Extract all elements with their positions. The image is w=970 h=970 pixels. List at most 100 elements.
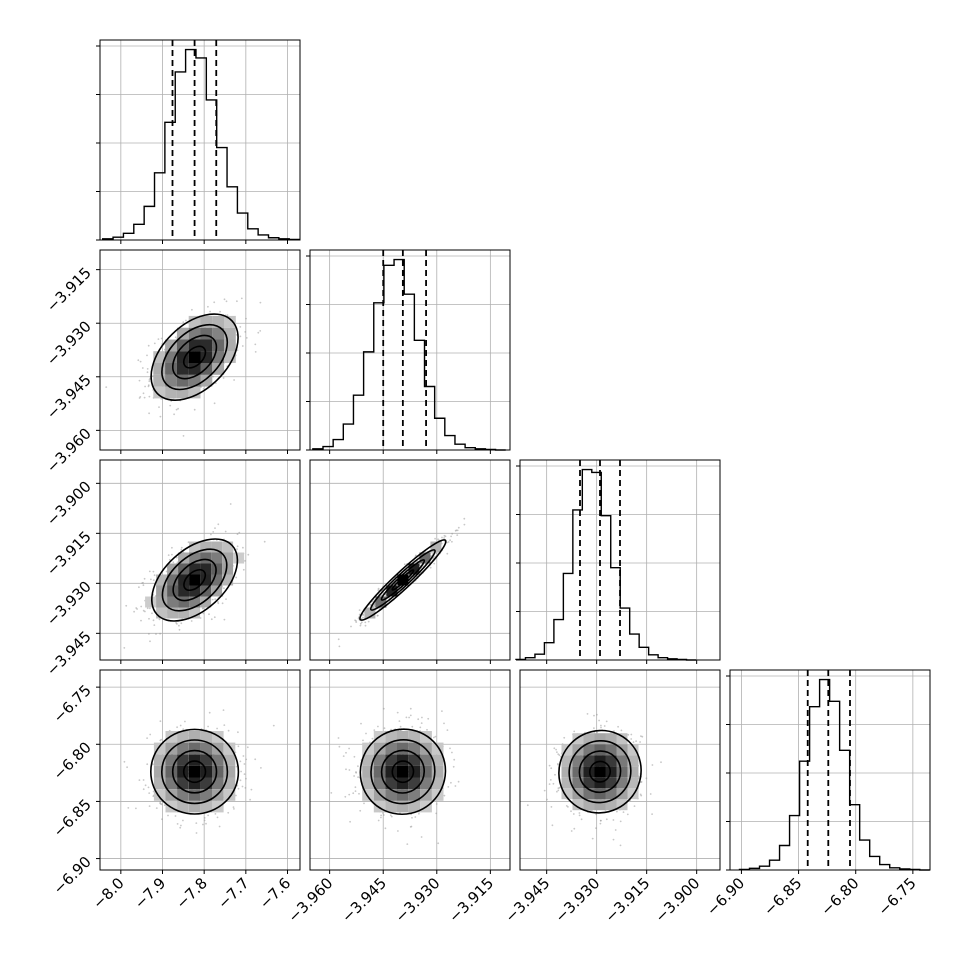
sample-point	[556, 751, 558, 753]
sample-point	[551, 824, 554, 827]
density-block	[212, 363, 225, 375]
sample-point	[360, 621, 363, 624]
sample-point	[213, 402, 216, 405]
sample-point	[578, 814, 581, 817]
y-tick-label: −3.945	[43, 627, 95, 679]
sample-point	[330, 792, 333, 794]
sample-point	[349, 820, 351, 823]
sample-point	[435, 812, 438, 815]
density-block	[167, 596, 179, 608]
sample-point	[158, 618, 161, 621]
sample-point	[377, 587, 380, 590]
density-block	[178, 574, 190, 586]
sample-point	[348, 769, 351, 771]
sample-point	[433, 562, 436, 565]
scatter-panel-1-0: −3.960−3.945−3.930−3.915	[43, 249, 301, 476]
density-block	[211, 585, 223, 597]
sample-point	[203, 819, 206, 822]
sample-point	[360, 722, 362, 725]
sample-point	[259, 301, 262, 304]
density-block	[176, 327, 189, 340]
sample-point	[549, 779, 552, 781]
y-tick-label: −6.85	[50, 796, 95, 841]
sample-point	[241, 345, 244, 347]
density-block	[167, 563, 179, 575]
sample-point	[626, 813, 629, 816]
density-block	[222, 552, 234, 564]
histogram-panel-2	[515, 459, 721, 664]
x-tick-label: −3.930	[392, 874, 444, 926]
contour-level	[150, 538, 239, 622]
density-block	[200, 339, 213, 352]
density-block	[188, 339, 201, 352]
sample-point	[123, 760, 126, 763]
sample-point	[207, 305, 209, 308]
sample-point	[212, 375, 215, 378]
sample-point	[144, 385, 147, 388]
sample-point	[365, 732, 367, 735]
sample-point	[151, 612, 153, 615]
sample-point	[599, 819, 602, 822]
sample-point	[359, 622, 362, 625]
x-tick-label: −8.0	[89, 874, 127, 912]
density-block	[200, 574, 212, 586]
sample-point	[179, 724, 182, 727]
sample-point	[651, 813, 653, 815]
sample-point	[238, 531, 241, 534]
sample-point	[185, 319, 187, 322]
contour-level	[380, 559, 426, 601]
density-block	[165, 339, 177, 352]
histogram-step-3	[738, 678, 930, 871]
x-tick-label: −7.9	[131, 874, 169, 912]
sample-point	[433, 736, 435, 739]
contour-level	[391, 569, 415, 591]
sample-point	[443, 722, 445, 725]
contour-level	[161, 548, 228, 612]
sample-point	[556, 790, 558, 793]
sample-point	[616, 810, 618, 813]
sample-point	[383, 727, 386, 730]
density-blocks	[153, 315, 236, 399]
sample-point	[570, 830, 573, 832]
sample-point	[358, 609, 361, 611]
sample-point	[633, 805, 636, 807]
sample-point	[457, 526, 460, 529]
sample-point	[176, 623, 178, 625]
sample-point	[209, 310, 212, 313]
density-block	[572, 766, 584, 778]
density-block	[189, 596, 201, 608]
sample-point	[573, 730, 576, 733]
sample-point	[362, 616, 364, 619]
sample-point	[426, 728, 428, 731]
sample-point	[241, 785, 244, 788]
sample-point	[212, 531, 215, 533]
sample-point	[223, 587, 225, 590]
density-block	[188, 754, 201, 766]
sample-point	[417, 718, 420, 721]
sample-point	[526, 804, 529, 807]
density-block	[211, 541, 223, 553]
sample-point	[563, 736, 566, 739]
sample-point	[463, 517, 466, 520]
sample-point	[180, 548, 183, 551]
density-blocks	[362, 731, 444, 813]
sample-point	[554, 773, 556, 776]
sample-point	[242, 568, 245, 571]
sample-point	[411, 816, 413, 819]
sample-point	[152, 795, 155, 798]
sample-point	[456, 534, 459, 536]
sample-point	[420, 722, 423, 724]
density-block	[431, 765, 444, 778]
sample-point	[630, 733, 633, 736]
sample-point	[239, 779, 242, 782]
sample-point	[187, 541, 190, 544]
sample-point	[223, 724, 226, 726]
sample-point	[140, 619, 142, 622]
sample-point	[565, 805, 568, 807]
sample-point	[240, 297, 243, 300]
sample-point	[380, 816, 382, 819]
histogram-step-1	[312, 258, 506, 451]
sample-point	[244, 787, 247, 789]
sample-point	[235, 765, 238, 768]
sample-point	[408, 716, 410, 719]
